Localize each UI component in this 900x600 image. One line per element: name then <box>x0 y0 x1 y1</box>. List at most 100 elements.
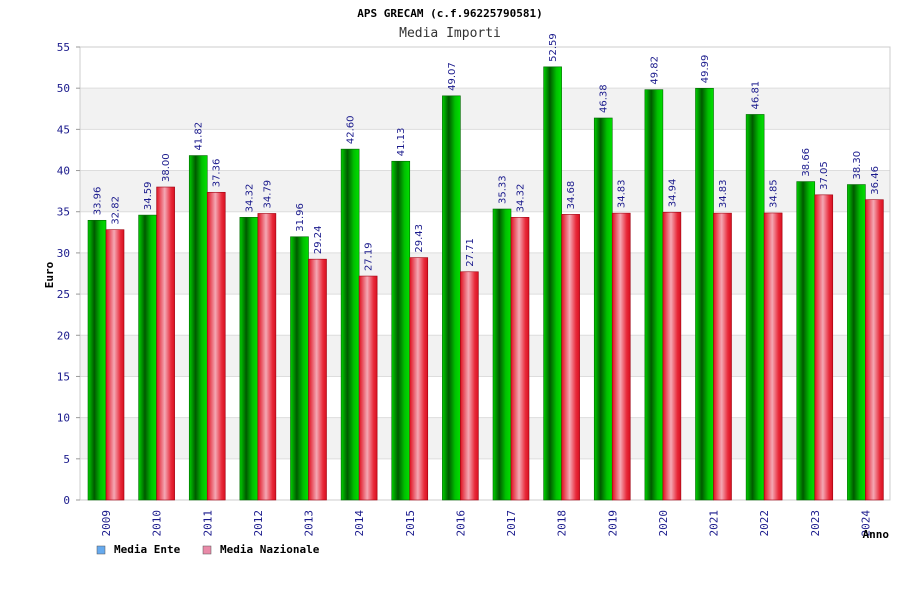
x-tick-label: 2014 <box>353 510 366 537</box>
x-tick-label: 2015 <box>404 510 417 537</box>
y-tick-label: 0 <box>63 494 70 507</box>
bar-media-nazionale <box>460 271 479 501</box>
x-tick-label: 2020 <box>657 510 670 537</box>
bar-media-nazionale <box>156 186 175 501</box>
data-label: 34.85 <box>769 179 780 208</box>
data-label: 37.36 <box>212 159 223 188</box>
data-label: 46.81 <box>751 81 762 110</box>
data-label: 33.96 <box>93 187 104 216</box>
bar-media-ente <box>644 89 664 501</box>
data-label: 35.33 <box>498 175 509 204</box>
y-tick-label: 10 <box>57 412 70 425</box>
bar-media-nazionale <box>206 191 226 501</box>
bar-media-ente <box>492 208 512 501</box>
bar-media-ente <box>138 214 157 501</box>
legend: Media Ente Media Nazionale <box>96 543 320 556</box>
data-label: 29.24 <box>313 226 324 255</box>
data-label: 38.30 <box>852 151 863 180</box>
bar-media-ente <box>391 160 411 501</box>
bar-media-ente <box>695 87 714 501</box>
y-tick-label: 5 <box>63 453 70 466</box>
y-axis-label: Euro <box>43 261 56 288</box>
bar-media-nazionale <box>713 212 732 501</box>
bar-media-nazionale <box>358 275 378 501</box>
bar-media-ente <box>593 117 613 501</box>
y-tick-label: 20 <box>57 329 70 342</box>
plot-border <box>79 46 891 501</box>
bar-media-nazionale <box>814 194 834 501</box>
legend-label-media-ente: Media Ente <box>114 543 181 556</box>
bar-media-nazionale <box>763 212 783 501</box>
bar-media-ente <box>188 155 208 501</box>
x-axis: 2009 2010 2011 2012 2013 2014 2015 2016 2017 2018… <box>100 510 872 537</box>
bar-media-nazionale <box>510 217 530 501</box>
bar-media-ente <box>847 184 866 501</box>
data-label: 34.79 <box>262 180 273 209</box>
x-tick-label: 2009 <box>100 510 113 537</box>
bar-media-nazionale <box>561 214 580 501</box>
bar-media-ente <box>340 148 360 501</box>
y-tick-label: 35 <box>57 206 70 219</box>
data-label: 29.43 <box>414 224 425 253</box>
y-tick-label: 30 <box>57 247 70 260</box>
data-label: 36.46 <box>870 166 881 195</box>
legend-swatch-media-nazionale <box>202 545 212 555</box>
bar-media-nazionale <box>409 257 429 501</box>
x-tick-label: 2021 <box>708 510 721 537</box>
legend-label-media-nazionale: Media Nazionale <box>220 543 320 556</box>
data-label: 41.82 <box>194 122 205 151</box>
bar-media-nazionale <box>662 211 682 501</box>
data-label: 49.07 <box>447 62 458 91</box>
x-tick-label: 2011 <box>201 510 214 537</box>
bar-media-ente <box>796 181 816 501</box>
y-tick-label: 40 <box>57 165 70 178</box>
x-tick-label: 2017 <box>505 510 518 537</box>
legend-swatch-media-ente <box>96 545 106 555</box>
bar-media-nazionale <box>308 258 327 501</box>
bar-media-ente <box>239 217 259 501</box>
data-label: 34.83 <box>718 179 729 208</box>
x-tick-label: 2016 <box>454 510 467 537</box>
data-label: 38.00 <box>161 153 172 182</box>
y-axis: 0 5 10 15 20 25 30 35 40 45 50 55 <box>57 41 80 507</box>
bar-media-ente <box>745 114 765 501</box>
bars: 33.96 32.82 34.59 38.00 41.82 37.36 34.32 34.79… <box>87 33 884 501</box>
data-label: 27.19 <box>364 242 375 271</box>
chart-subtitle: Media Importi <box>399 26 501 41</box>
data-label: 34.83 <box>617 179 628 208</box>
bar-media-ente <box>543 66 562 501</box>
bar-media-ente <box>87 219 107 501</box>
x-tick-label: 2024 <box>859 510 872 537</box>
data-label: 34.32 <box>244 184 255 213</box>
x-tick-label: 2010 <box>151 510 164 537</box>
data-label: 34.59 <box>143 181 154 210</box>
bar-media-nazionale <box>257 213 277 501</box>
y-tick-label: 15 <box>57 370 70 383</box>
data-label: 38.66 <box>801 148 812 177</box>
y-tick-label: 55 <box>57 41 70 54</box>
data-label: 31.96 <box>295 203 306 232</box>
data-label: 49.82 <box>649 56 660 85</box>
bar-media-ente <box>290 236 309 501</box>
y-tick-label: 50 <box>57 82 70 95</box>
bar-media-nazionale <box>105 229 125 501</box>
x-tick-label: 2022 <box>758 510 771 537</box>
data-label: 34.94 <box>667 179 678 208</box>
bar-media-ente <box>442 95 461 501</box>
y-tick-label: 25 <box>57 288 70 301</box>
x-tick-label: 2012 <box>252 510 265 537</box>
data-label: 52.59 <box>548 33 559 62</box>
data-label: 32.82 <box>111 196 122 225</box>
bar-media-nazionale <box>865 199 884 501</box>
bar-media-nazionale <box>611 212 631 501</box>
x-axis-label: Anno <box>863 528 890 541</box>
data-label: 34.32 <box>516 184 527 213</box>
data-label: 34.68 <box>566 181 577 210</box>
data-label: 46.38 <box>599 84 610 113</box>
x-tick-label: 2018 <box>556 510 569 537</box>
y-tick-label: 45 <box>57 123 70 136</box>
x-tick-label: 2019 <box>606 510 619 537</box>
x-tick-label: 2013 <box>303 510 316 537</box>
